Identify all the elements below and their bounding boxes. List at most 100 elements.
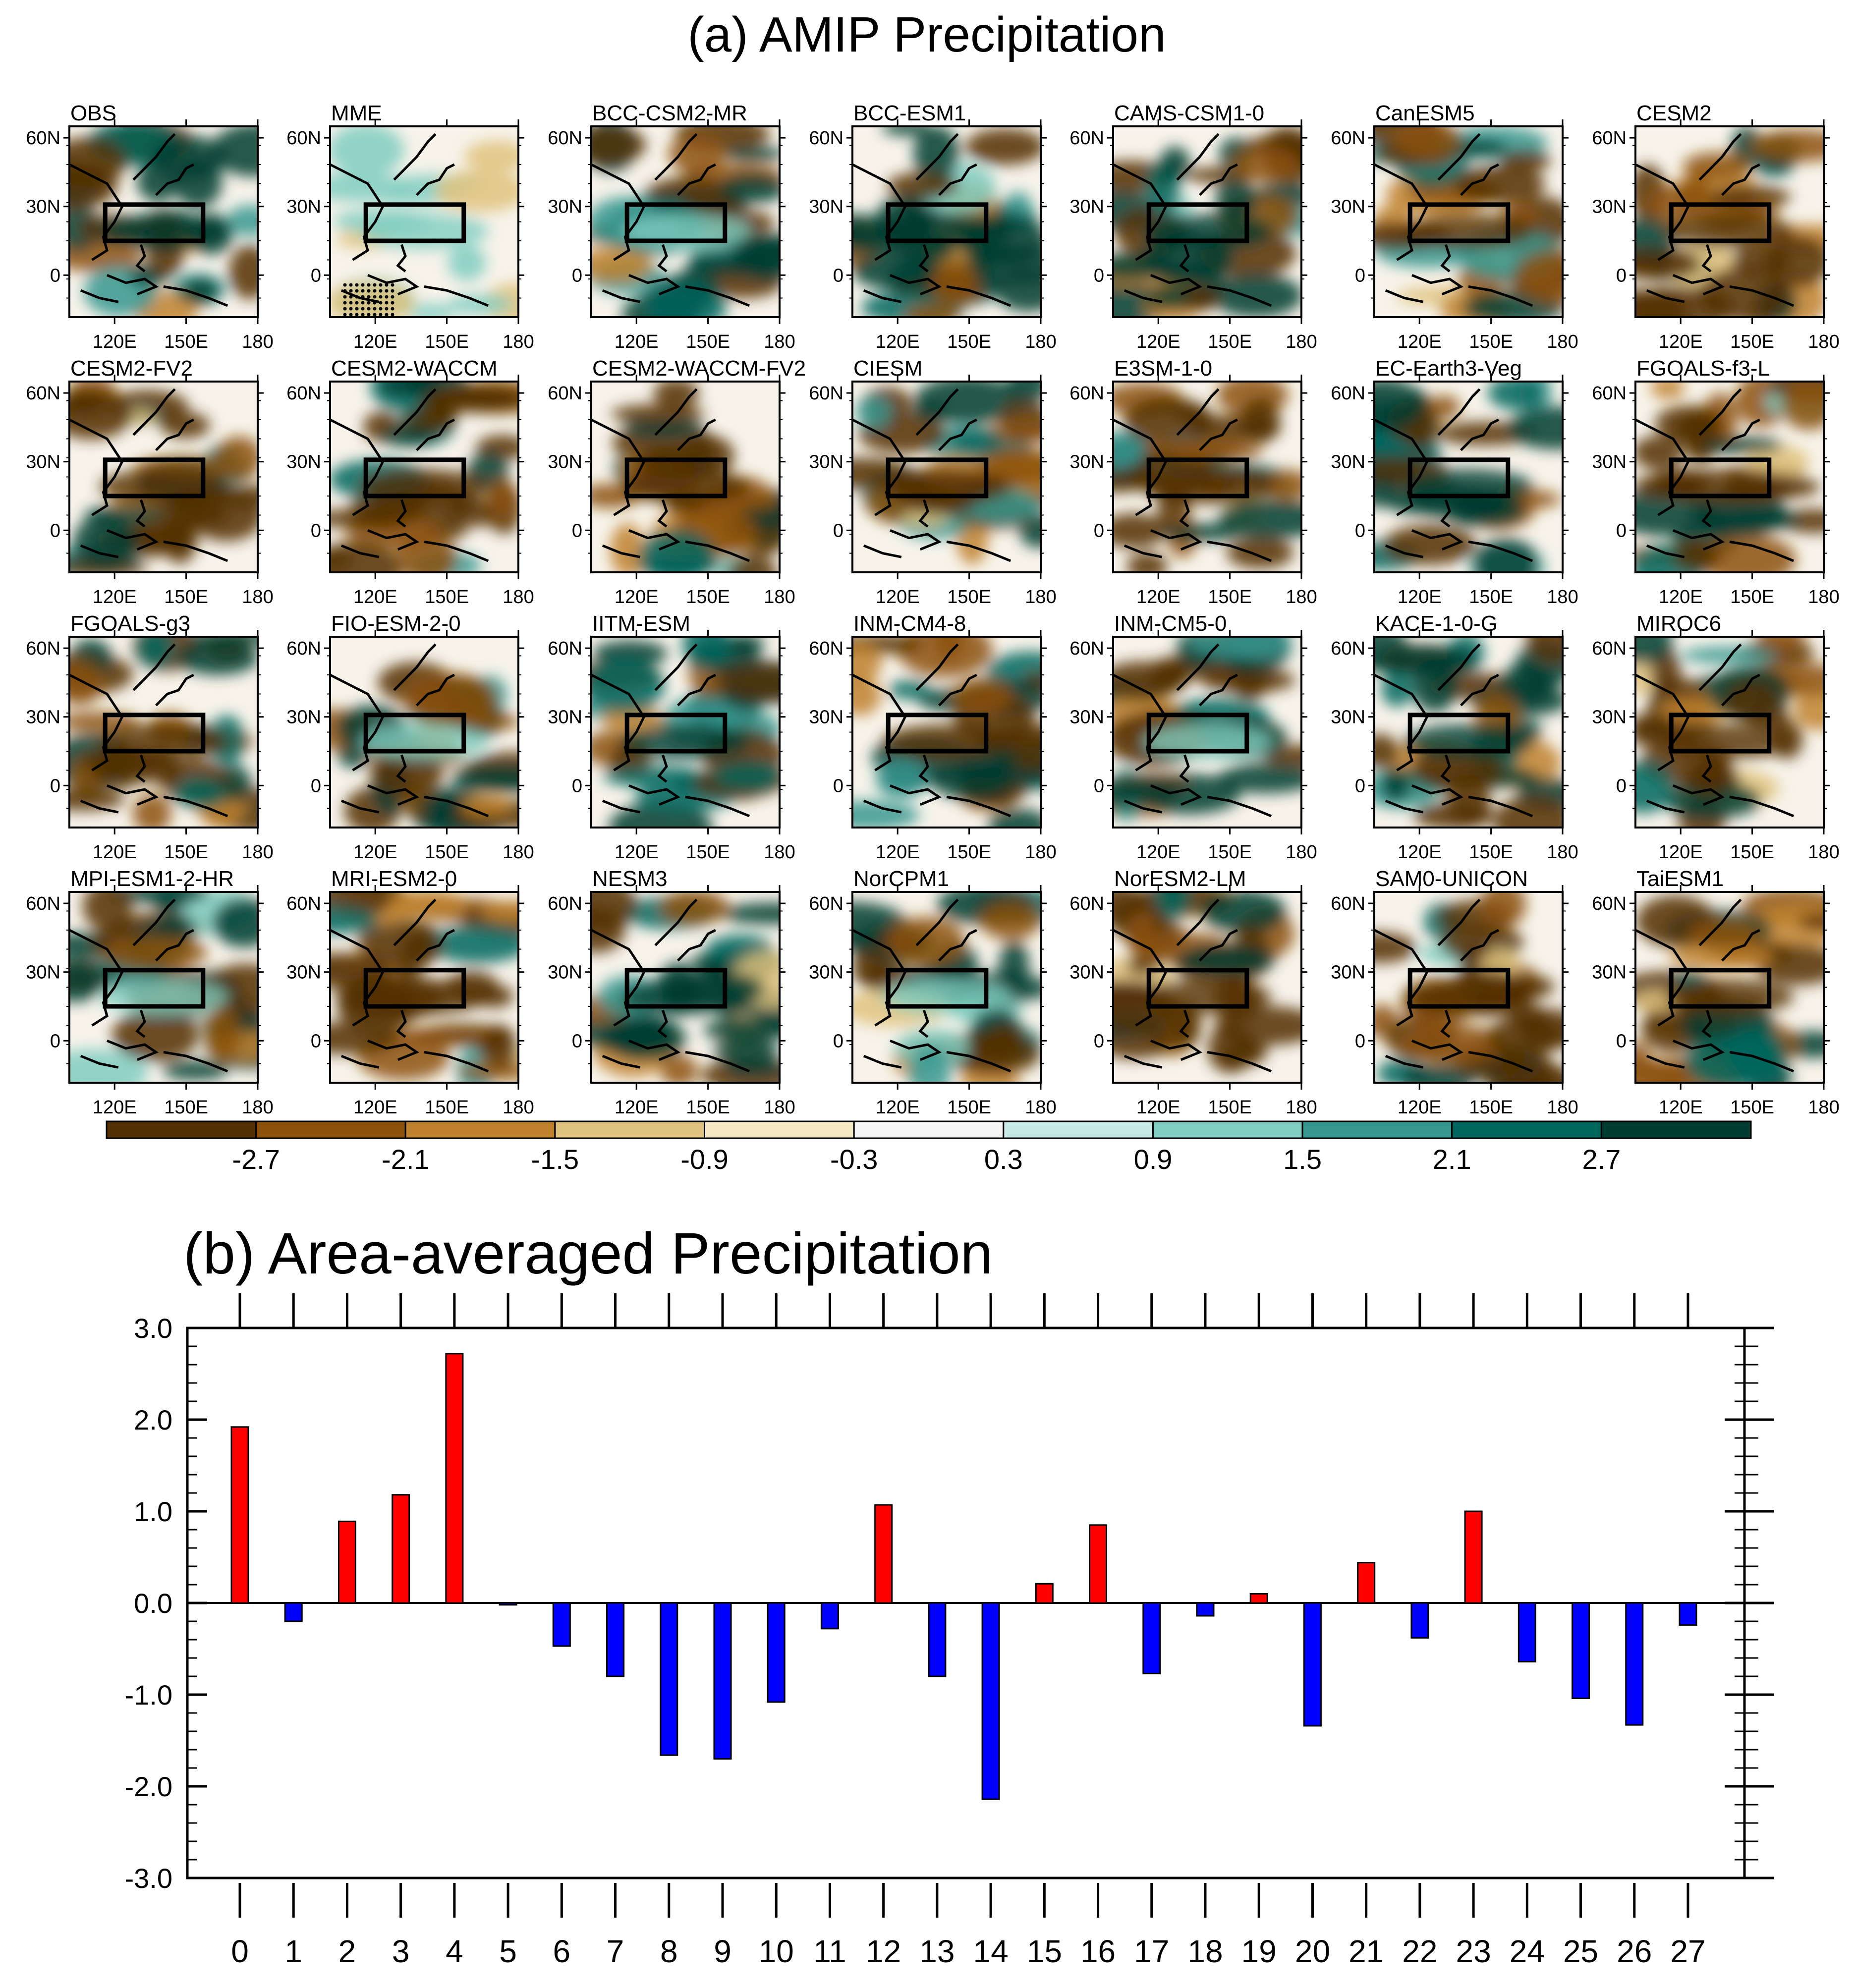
coastline <box>918 244 929 273</box>
coastline <box>367 529 420 551</box>
lat-label: 30N <box>1069 452 1104 473</box>
colorbar-label: -0.9 <box>680 1144 729 1175</box>
coastline <box>1673 274 1725 296</box>
coastline <box>1698 898 1742 946</box>
lat-label: 0 <box>311 1031 321 1051</box>
precip-shading <box>591 892 780 1083</box>
coastline <box>890 274 942 296</box>
colorbar-segment <box>255 1120 406 1139</box>
significance-dot <box>355 301 359 305</box>
coastline <box>602 1054 641 1069</box>
lon-label: 120E <box>1398 331 1442 352</box>
precip-blob <box>1756 637 1806 653</box>
precip-blob <box>638 530 715 572</box>
significance-dot <box>385 283 389 287</box>
lat-label: 60N <box>1592 128 1627 149</box>
coastline <box>1440 754 1451 783</box>
coastline <box>628 274 681 296</box>
bar <box>981 1602 1000 1800</box>
precip-blob <box>1184 285 1219 311</box>
precip-blob <box>668 135 726 173</box>
colorbar-segment <box>1152 1120 1303 1139</box>
coastline <box>1113 929 1168 1027</box>
x-tick-label: 4 <box>446 1933 463 1969</box>
precip-blob <box>1241 398 1280 444</box>
precip-blob <box>1674 416 1705 445</box>
precip-field <box>591 637 780 828</box>
lon-label: 180 <box>764 842 795 863</box>
precip-blob <box>1113 513 1167 549</box>
map-panel: 60N 30N 0 120E 150E 180 CanESM5 <box>1331 101 1578 352</box>
coastline <box>1721 673 1760 707</box>
coastline <box>918 499 929 528</box>
precip-blob <box>591 1012 675 1051</box>
precip-blob <box>401 930 442 965</box>
coastline <box>107 274 159 296</box>
colorbar: -2.7 -2.1 -1.5 -0.9 -0.3 0.3 0.9 1.5 2.1 2.7 <box>106 1120 1752 1175</box>
precip-shading <box>69 637 258 828</box>
precip-blob <box>1126 913 1157 957</box>
map-title: BCC-ESM1 <box>853 101 966 125</box>
x-tick-label: 8 <box>660 1933 678 1969</box>
coastline <box>1635 673 1690 772</box>
lat-label: 60N <box>26 893 60 914</box>
x-tick-label: 1 <box>284 1933 302 1969</box>
coastline <box>367 784 420 806</box>
coastline <box>1411 784 1464 806</box>
coastline <box>396 1009 407 1038</box>
lat-label: 30N <box>548 707 582 728</box>
lon-label: 180 <box>764 587 795 607</box>
precip-field <box>69 126 258 317</box>
precip-blob <box>1173 404 1210 422</box>
coastline <box>602 289 641 303</box>
map-panel: 60N 30N 0 120E 150E 180 KACE-1-0-G <box>1331 611 1578 863</box>
significance-dot <box>379 313 383 317</box>
precip-blob <box>712 762 780 790</box>
lat-label: 30N <box>809 452 843 473</box>
coastline <box>416 673 455 707</box>
precip-band <box>360 468 489 504</box>
precip-blob <box>330 1022 399 1054</box>
lat-label: 60N <box>286 893 321 914</box>
map-title: FIO-ESM-2-0 <box>331 611 461 636</box>
coastline <box>330 418 385 516</box>
bar <box>1357 1562 1376 1604</box>
bar <box>284 1602 303 1622</box>
coastline <box>396 499 407 528</box>
lon-label: 180 <box>1808 331 1839 352</box>
precip-field <box>1113 892 1301 1074</box>
coastline <box>69 929 124 1027</box>
precip-field <box>1635 126 1824 317</box>
coastline <box>1385 1054 1424 1069</box>
x-tick-label: 14 <box>973 1933 1009 1969</box>
precip-blob <box>448 294 513 314</box>
coastline <box>1437 133 1481 181</box>
precip-blob <box>965 128 1041 166</box>
lat-label: 60N <box>26 383 60 404</box>
coastline <box>938 673 977 707</box>
lon-label: 180 <box>1286 587 1317 607</box>
coastline <box>685 285 750 307</box>
precip-blob <box>154 915 195 936</box>
coastline <box>852 163 907 261</box>
precip-blob <box>855 396 891 428</box>
bar <box>606 1602 625 1677</box>
precip-blob <box>1687 920 1762 949</box>
coastline <box>396 754 407 783</box>
map-title: CESM2-WACCM-FV2 <box>592 356 806 381</box>
lat-label: 30N <box>1331 197 1365 218</box>
x-tick-label: 6 <box>553 1933 571 1969</box>
lat-label: 60N <box>1069 128 1104 149</box>
precip-blob <box>905 304 959 317</box>
precip-blob <box>1166 439 1262 462</box>
coastline <box>1179 1009 1190 1038</box>
coastline <box>132 643 176 691</box>
precip-blob <box>1218 498 1301 539</box>
target-box <box>1407 968 1511 1009</box>
lon-label: 180 <box>1025 587 1056 607</box>
lon-label: 150E <box>1208 331 1252 352</box>
coastline <box>135 1009 146 1038</box>
lon-label: 180 <box>242 842 273 863</box>
coastline <box>915 133 959 181</box>
precip-blob <box>1670 942 1774 970</box>
